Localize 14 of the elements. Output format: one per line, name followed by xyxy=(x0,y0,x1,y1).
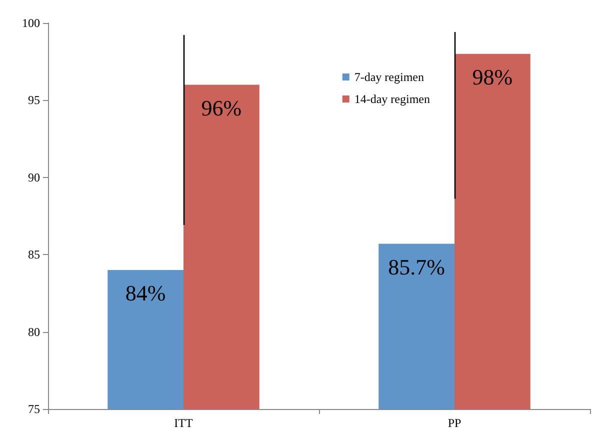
data-label: 84% xyxy=(125,280,166,306)
y-tick-label: 95 xyxy=(28,93,40,108)
y-tick-label: 100 xyxy=(22,16,40,30)
data-label: 96% xyxy=(201,95,242,120)
legend-label: 7-day regimen xyxy=(354,70,424,84)
data-label: 98% xyxy=(472,64,513,90)
y-tick-label: 90 xyxy=(28,170,40,184)
y-tick-label: 85 xyxy=(28,248,40,262)
legend-label: 14-day regimen xyxy=(354,92,430,106)
x-tick-label: PP xyxy=(448,416,462,430)
x-tick-label: ITT xyxy=(174,416,194,430)
y-tick-label: 75 xyxy=(28,402,40,416)
data-label: 85.7% xyxy=(388,254,445,280)
y-tick-label: 80 xyxy=(28,324,40,339)
